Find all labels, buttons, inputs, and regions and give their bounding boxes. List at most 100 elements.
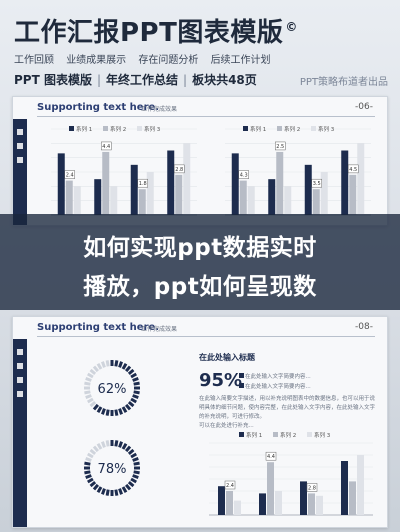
title-banner: 如何实现ppt数据实时 播放，ppt如何呈现数 [0, 214, 400, 310]
bullet-square [239, 383, 244, 388]
donut-tick [127, 480, 135, 488]
donut-tick [124, 403, 132, 411]
donut-tick [92, 403, 100, 411]
donut-tick [85, 474, 92, 479]
donut-tick [118, 408, 123, 415]
donut-tick [132, 394, 139, 399]
data-label: 4.5 [349, 167, 357, 173]
legend-label: 系列 3 [314, 431, 331, 439]
data-label-box [265, 451, 277, 461]
donut-tick [101, 441, 106, 448]
bar [267, 462, 274, 515]
bar [341, 461, 348, 515]
bar [320, 172, 328, 215]
donut-tick [84, 381, 91, 386]
donut-tick [101, 488, 106, 495]
donut-tick [124, 445, 132, 453]
donut-tick [96, 486, 103, 493]
data-label-box [238, 170, 249, 179]
meta-pages: 板块共48页 [192, 73, 257, 87]
bar [357, 143, 365, 215]
bar [357, 455, 364, 515]
donut-tick [87, 477, 94, 484]
sidebar-icon [17, 129, 23, 135]
bar [275, 491, 282, 515]
donut-tick [105, 489, 110, 496]
desc-line-1: 在此处输入文字简要内容... [245, 374, 311, 380]
bar [218, 486, 225, 515]
donut-tick [132, 457, 139, 462]
data-label: 3.5 [313, 181, 321, 187]
bar [247, 186, 255, 215]
donut-tick [96, 443, 103, 450]
bar [167, 150, 175, 215]
bar [102, 151, 110, 215]
bar [73, 186, 81, 215]
subnav-item-plan: 后续工作计划 [210, 55, 271, 66]
donut-tick [133, 461, 140, 466]
legend-label: 系列 3 [144, 125, 161, 133]
donut-tick [89, 448, 97, 456]
meta-summary: 年终工作总结 [106, 73, 179, 87]
donut-tick [114, 440, 119, 447]
slide-subtitle: 工作完成效果 [141, 106, 178, 113]
legend-swatch [69, 126, 74, 131]
donut-tick [92, 483, 100, 491]
bar [308, 493, 315, 515]
legend-label: 系列 2 [284, 125, 300, 133]
main-title: 工作汇报PPT图表模版 © [14, 12, 298, 49]
donut-chart-1: 62% [84, 360, 140, 416]
data-label-box [275, 141, 286, 151]
big-percent: 95% [199, 370, 243, 391]
paragraph: 在此输入简要文字描述，用以补充说明图表中的数据信息，也可以用于说明具体的细节问题… [199, 396, 376, 420]
legend-swatch [311, 126, 316, 131]
donut-tick [133, 470, 140, 475]
sidebar-icon [17, 363, 23, 369]
bar [349, 481, 356, 515]
desc-line-2: 在此处输入文字简要内容... [245, 384, 311, 390]
bar [226, 491, 233, 515]
donut-tick [84, 461, 91, 466]
slide-rule [37, 116, 375, 117]
legend-swatch [137, 126, 142, 131]
donut-tick [130, 372, 137, 379]
subnav-item-results: 业绩成果展示 [66, 55, 127, 66]
paragraph-end: 可以在此处进行补充... [199, 423, 254, 429]
slide-sidebar [13, 339, 27, 527]
bar [268, 179, 276, 215]
donut-tick [127, 368, 135, 376]
meta-separator: | [96, 73, 102, 87]
legend-label: 系列 1 [76, 125, 92, 133]
slide-sidebar [13, 119, 27, 225]
donut-tick [87, 397, 94, 404]
slide-rule [37, 336, 375, 337]
bar [175, 174, 183, 215]
data-label: 2.4 [226, 483, 234, 489]
bar [110, 186, 118, 215]
bar [284, 186, 292, 215]
data-label-box [64, 170, 75, 179]
donut-tick [101, 408, 106, 415]
subnav-item-review: 工作回顾 [14, 55, 54, 66]
donut-tick [85, 394, 92, 399]
data-label-box [306, 483, 318, 492]
donut-tick [118, 361, 123, 368]
donut-tick [89, 480, 97, 488]
donut-tick [85, 377, 92, 382]
donut-tick [114, 409, 119, 416]
slide-title: Supporting text here. [37, 102, 160, 113]
donut-tick [89, 368, 97, 376]
bar [146, 172, 154, 215]
banner-line-1: 如何实现ppt数据实时 [83, 235, 317, 261]
bar [130, 164, 138, 215]
donut-tick [114, 360, 119, 367]
donut-tick [118, 441, 123, 448]
bar [349, 174, 357, 215]
data-label: 2.8 [175, 167, 183, 173]
data-label-box [101, 141, 112, 151]
bar [304, 164, 312, 215]
legend-label: 系列 2 [110, 125, 126, 133]
legend-swatch [239, 432, 244, 437]
donut-tick [118, 488, 123, 495]
donut-tick [92, 445, 100, 453]
